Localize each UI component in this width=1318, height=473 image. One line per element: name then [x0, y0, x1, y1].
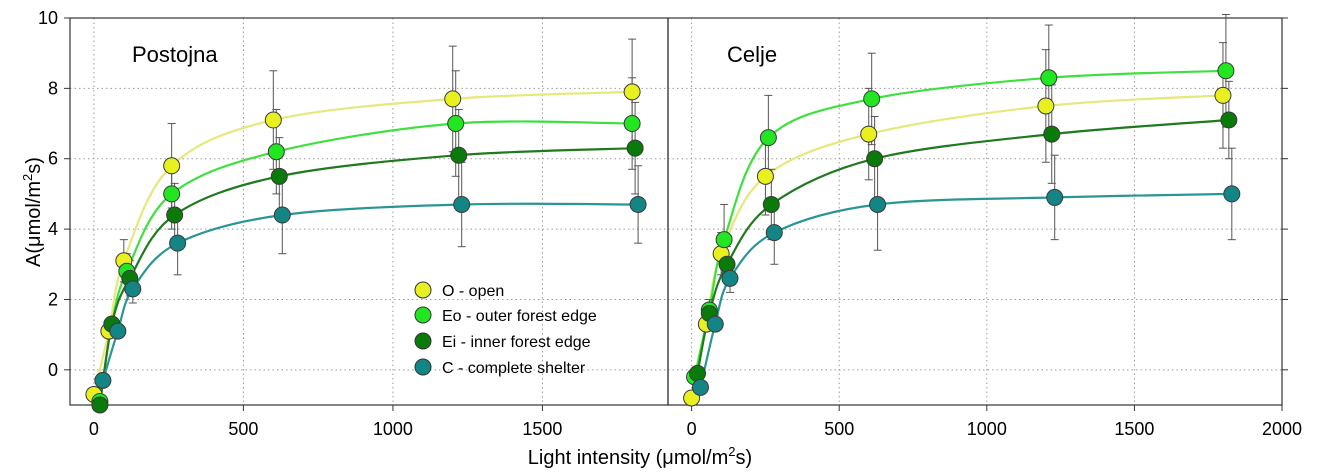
- point-open: [756, 167, 774, 185]
- point-inner-edge: [1220, 111, 1238, 129]
- point-shelter: [629, 195, 647, 213]
- point-open: [264, 111, 282, 129]
- fit-curve-inner-edge: [696, 118, 1229, 374]
- point-shelter: [124, 280, 142, 298]
- y-tick-label: 0: [48, 360, 58, 380]
- x-tick-label: 1000: [373, 419, 413, 439]
- point-outer-edge: [863, 90, 881, 108]
- fit-curve-shelter: [101, 202, 639, 381]
- point-shelter: [869, 195, 887, 213]
- point-inner-edge: [166, 206, 184, 224]
- point-inner-edge: [718, 255, 736, 273]
- legend-label-inner-edge: Ei - inner forest edge: [442, 334, 591, 351]
- y-tick-label: 10: [38, 8, 58, 28]
- point-open: [1037, 97, 1055, 115]
- point-shelter: [169, 234, 187, 252]
- point-inner-edge: [450, 146, 468, 164]
- x-tick-label: 2000: [1262, 419, 1302, 439]
- point-shelter: [765, 224, 783, 242]
- point-inner-edge: [866, 150, 884, 168]
- plot-frame: [667, 17, 1283, 406]
- point-outer-edge: [267, 143, 285, 161]
- point-open: [860, 125, 878, 143]
- point-inner-edge: [91, 396, 109, 414]
- legend-label-outer-edge: Eo - outer forest edge: [442, 308, 597, 325]
- x-tick-label: 500: [824, 419, 854, 439]
- legend-marker-open: [414, 281, 432, 299]
- point-shelter: [706, 315, 724, 333]
- y-tick-label: 8: [48, 78, 58, 98]
- point-outer-edge: [447, 115, 465, 133]
- point-shelter: [691, 378, 709, 396]
- panel-title: Postojna: [132, 42, 218, 67]
- x-tick-label: 1500: [522, 419, 562, 439]
- point-outer-edge: [1040, 69, 1058, 87]
- point-open: [444, 90, 462, 108]
- point-outer-edge: [623, 115, 641, 133]
- legend-marker-shelter: [414, 358, 432, 376]
- x-tick-label: 1500: [1114, 419, 1154, 439]
- y-tick-label: 4: [48, 219, 58, 239]
- x-axis-label: Light intensity (μmol/m2s): [528, 444, 752, 469]
- panel-celje: 0 500 1000 1500 2000 Celje: [667, 13, 1302, 439]
- fit-curve-shelter: [699, 192, 1232, 388]
- point-outer-edge: [759, 129, 777, 147]
- point-inner-edge: [689, 364, 707, 382]
- point-shelter: [1046, 188, 1064, 206]
- legend: O - open Eo - outer forest edge Ei - inn…: [414, 281, 597, 377]
- legend-label-open: O - open: [442, 283, 504, 300]
- x-tick-label: 0: [687, 419, 697, 439]
- y-axis-label-sup: 2: [20, 174, 35, 181]
- point-shelter: [273, 206, 291, 224]
- point-shelter: [109, 322, 127, 340]
- panel-postojna: 0 500 1000 1500 0 2 4 6 8 10 Postojna: [38, 8, 669, 439]
- y-axis-label-prefix: A(μmol/m: [23, 181, 45, 267]
- point-shelter: [453, 195, 471, 213]
- legend-label-shelter: C - complete shelter: [442, 360, 586, 377]
- point-shelter: [1223, 185, 1241, 203]
- x-tick-label: 0: [89, 419, 99, 439]
- y-axis-label: A(μmol/m2s): [20, 157, 45, 267]
- point-open: [623, 83, 641, 101]
- x-tick-label: 500: [228, 419, 258, 439]
- point-shelter: [94, 371, 112, 389]
- x-axis-label-prefix: Light intensity (μmol/m: [528, 447, 728, 469]
- point-inner-edge: [1043, 125, 1061, 143]
- y-tick-label: 2: [48, 289, 58, 309]
- panel-title: Celje: [727, 42, 777, 67]
- point-outer-edge: [163, 185, 181, 203]
- x-tick-label: 1000: [967, 419, 1007, 439]
- x-axis-label-sup: 2: [728, 444, 735, 459]
- y-tick-label: 6: [48, 149, 58, 169]
- point-open: [1214, 86, 1232, 104]
- x-axis-label-suffix: s): [736, 447, 753, 469]
- point-outer-edge: [715, 231, 733, 249]
- legend-marker-outer-edge: [414, 306, 432, 324]
- point-inner-edge: [626, 139, 644, 157]
- legend-marker-inner-edge: [414, 332, 432, 350]
- point-inner-edge: [762, 195, 780, 213]
- point-outer-edge: [1217, 62, 1235, 80]
- point-shelter: [721, 269, 739, 287]
- y-axis-label-suffix: s): [23, 157, 45, 174]
- fit-curve-outer-edge: [693, 69, 1226, 378]
- point-inner-edge: [270, 167, 288, 185]
- point-open: [163, 157, 181, 175]
